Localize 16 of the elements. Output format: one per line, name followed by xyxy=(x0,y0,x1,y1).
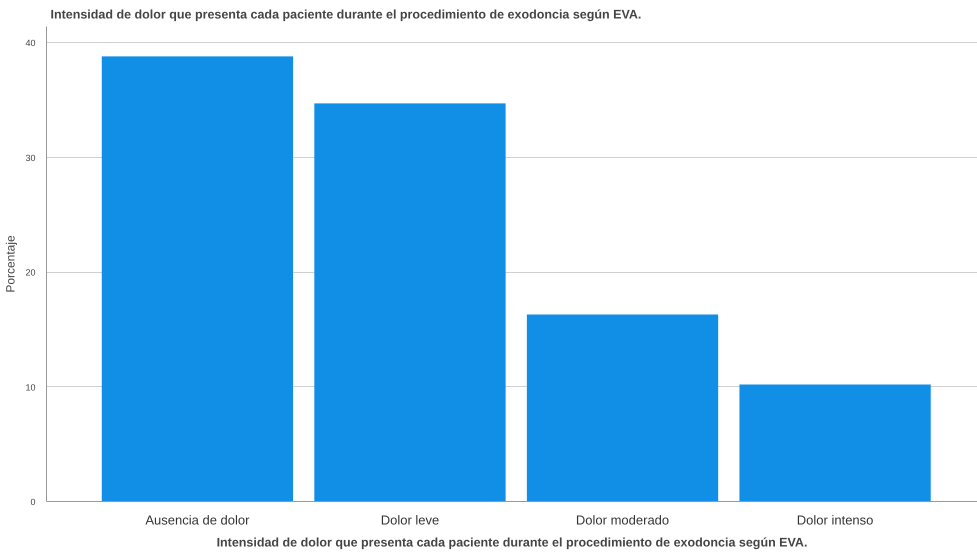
y-axis-title: Porcentaje xyxy=(3,234,18,293)
bar xyxy=(314,103,506,502)
y-tick-label: 30 xyxy=(25,152,36,163)
y-tick-label: 10 xyxy=(25,382,36,392)
bar xyxy=(102,56,294,502)
bar xyxy=(526,314,718,502)
x-tick-label: Dolor intenso xyxy=(796,512,874,528)
bar xyxy=(739,384,931,502)
x-tick-label: Dolor leve xyxy=(380,512,440,528)
y-tick-label: 20 xyxy=(25,268,36,278)
x-axis-title: Intensidad de dolor que presenta cada paciente durante el procedimiento de exodoncia según EVA. xyxy=(216,536,808,550)
x-tick-label: Ausencia de dolor xyxy=(145,512,250,528)
y-tick-label: 0 xyxy=(30,497,36,507)
chart-title: Intensidad de dolor que presenta cada paciente durante el procedimiento de exodoncia según EVA. xyxy=(50,8,642,22)
y-tick-label: 40 xyxy=(25,38,36,48)
x-tick-label: Dolor moderado xyxy=(576,512,670,528)
